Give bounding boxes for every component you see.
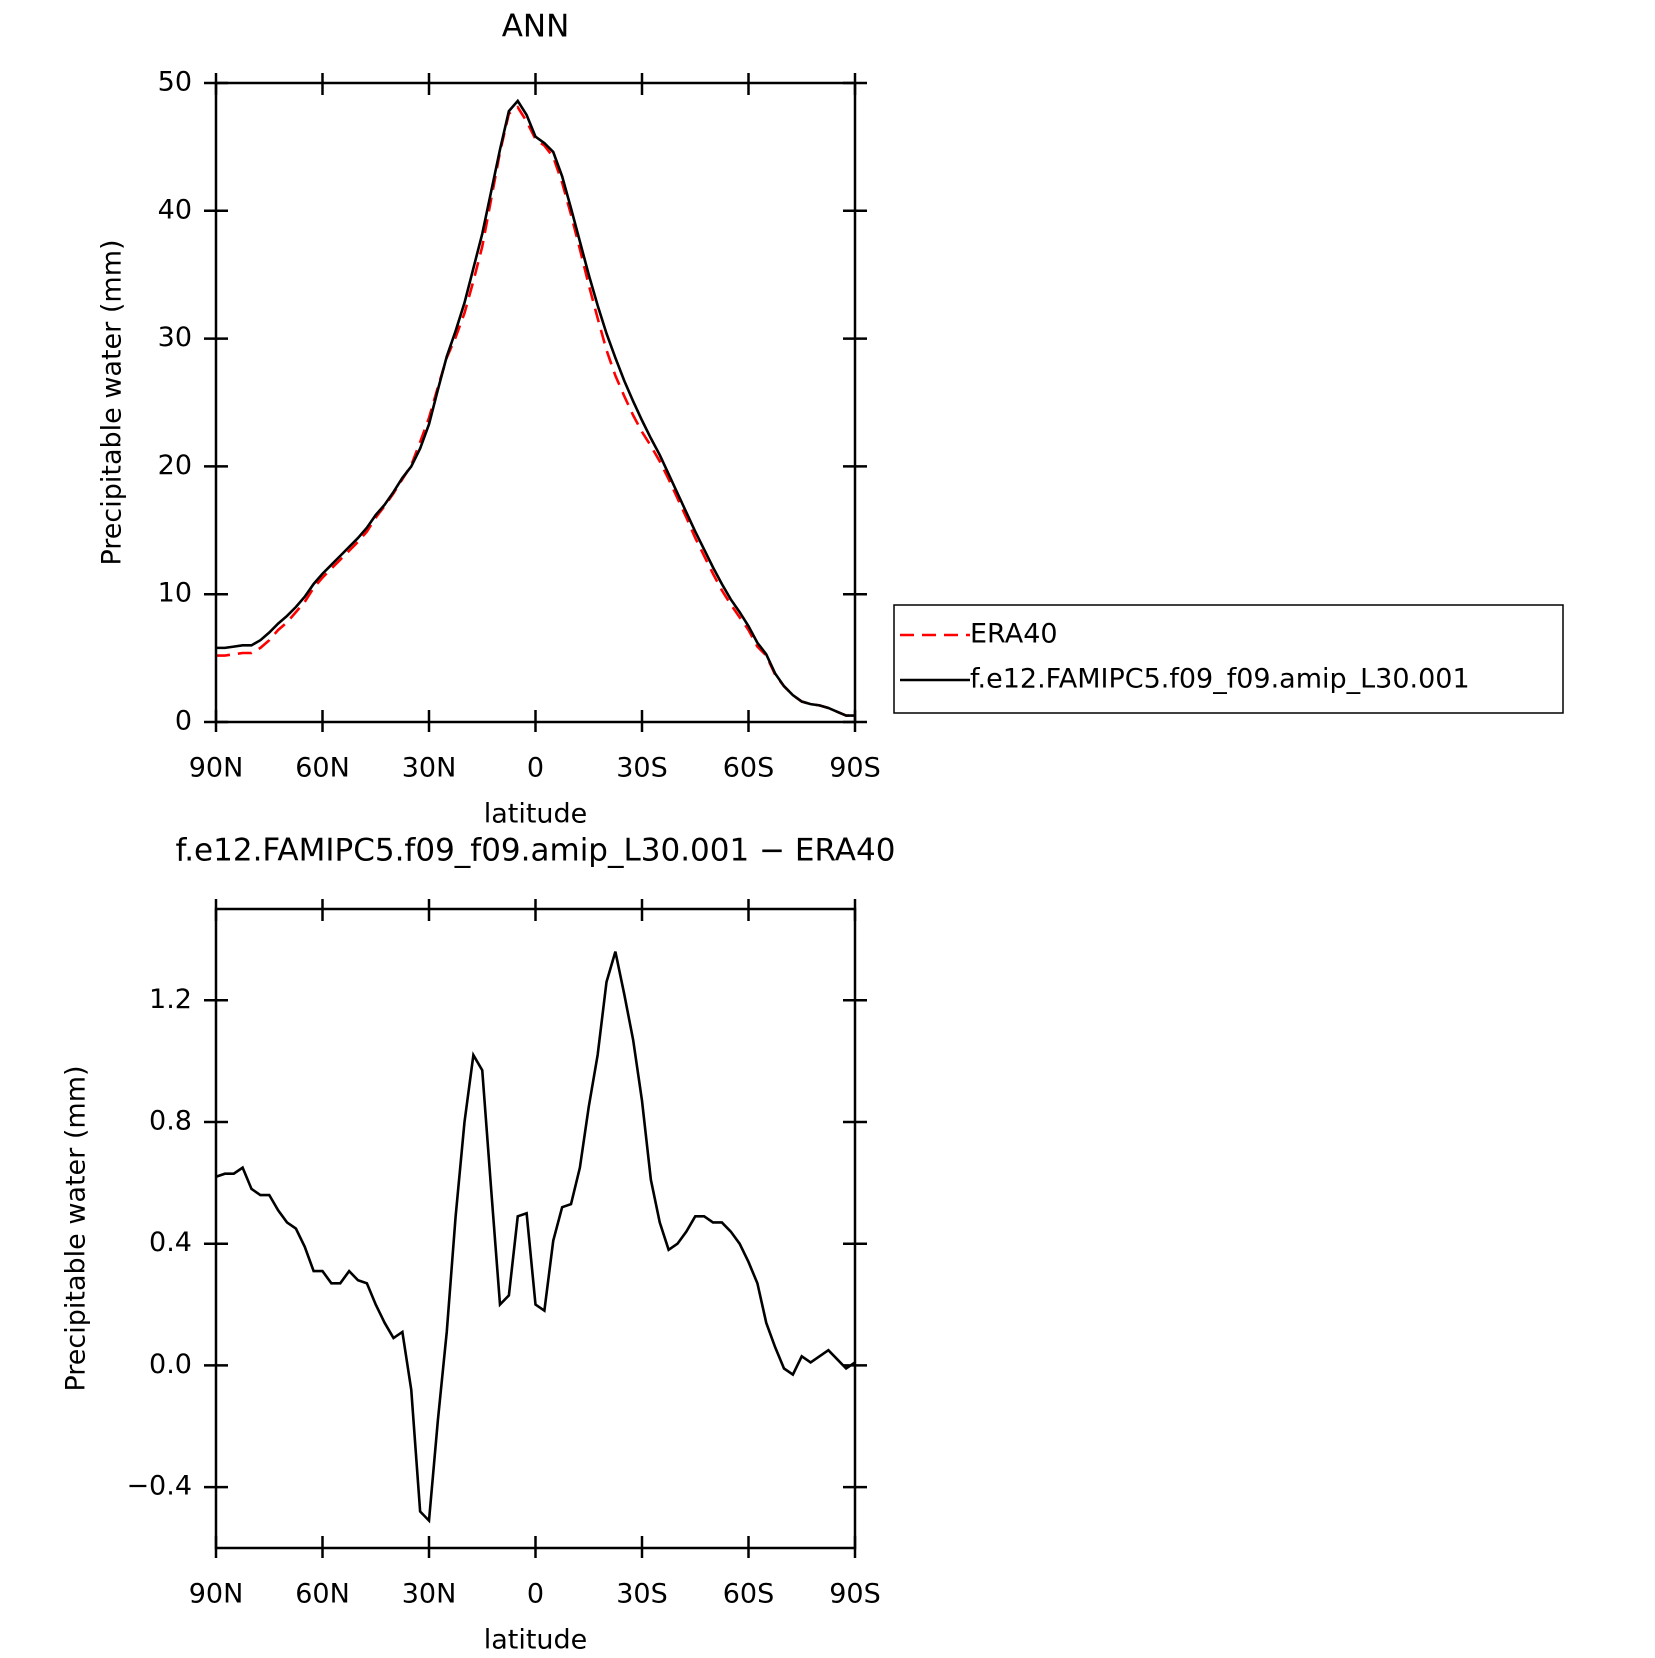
y-tick-label: 50 [158,67,192,98]
x-tick-label: 0 [527,1579,544,1610]
legend-label: f.e12.FAMIPC5.f09_f09.amip_L30.001 [970,664,1470,695]
x-tick-label: 30S [616,1579,668,1610]
x-tick-label: 60N [295,753,350,784]
x-tick-label: 90S [829,1579,881,1610]
y-tick-label: 0.0 [149,1349,192,1380]
y-tick-label: 0 [175,706,192,737]
x-tick-label: 30N [402,753,457,784]
x-tick-label: 90S [829,753,881,784]
x-tick-label: 30N [402,1579,457,1610]
y-tick-label: 0.8 [149,1106,192,1137]
y-axis-label: Precipitable water (mm) [97,239,128,565]
plot-frame [214,81,857,724]
x-tick-label: 60S [723,753,775,784]
legend-label: ERA40 [970,619,1058,650]
chart-title: f.e12.FAMIPC5.f09_f09.amip_L30.001 − ERA… [176,833,896,869]
x-axis-label: latitude [484,1625,588,1656]
y-tick-label: 1.2 [149,984,192,1015]
x-tick-label: 90N [189,753,244,784]
y-axis-label: Precipitable water (mm) [61,1065,92,1391]
y-tick-label: 40 [158,194,192,225]
x-tick-label: 0 [527,753,544,784]
y-tick-label: 10 [158,578,192,609]
y-tick-label: 30 [158,322,192,353]
x-tick-label: 90N [189,1579,244,1610]
data-line [215,951,856,1524]
x-axis-label: latitude [484,799,588,830]
plot-frame [214,907,857,1550]
y-tick-label: 20 [158,450,192,481]
data-line [216,105,855,717]
x-tick-label: 60N [295,1579,350,1610]
y-tick-label: −0.4 [126,1471,192,1502]
x-tick-label: 60S [723,1579,775,1610]
legend-box [893,604,1564,714]
chart-title: ANN [502,9,570,45]
x-tick-label: 30S [616,753,668,784]
data-line [216,98,855,717]
y-tick-label: 0.4 [149,1227,192,1258]
